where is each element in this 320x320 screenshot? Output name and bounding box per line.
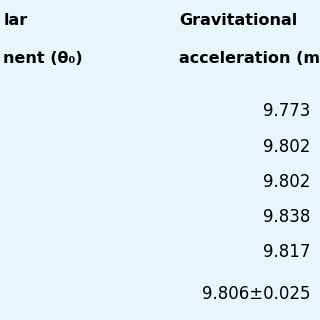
Text: nent (θ₀): nent (θ₀): [3, 51, 83, 66]
Text: 9.806±0.025: 9.806±0.025: [202, 285, 310, 303]
Text: acceleration (m/: acceleration (m/: [179, 51, 320, 66]
Text: Gravitational: Gravitational: [179, 13, 298, 28]
Text: 9.817: 9.817: [263, 243, 310, 261]
Text: 9.802: 9.802: [263, 138, 310, 156]
Text: 9.773: 9.773: [263, 102, 310, 120]
Text: 9.838: 9.838: [263, 208, 310, 226]
Text: 9.802: 9.802: [263, 173, 310, 191]
Text: lar: lar: [3, 13, 28, 28]
